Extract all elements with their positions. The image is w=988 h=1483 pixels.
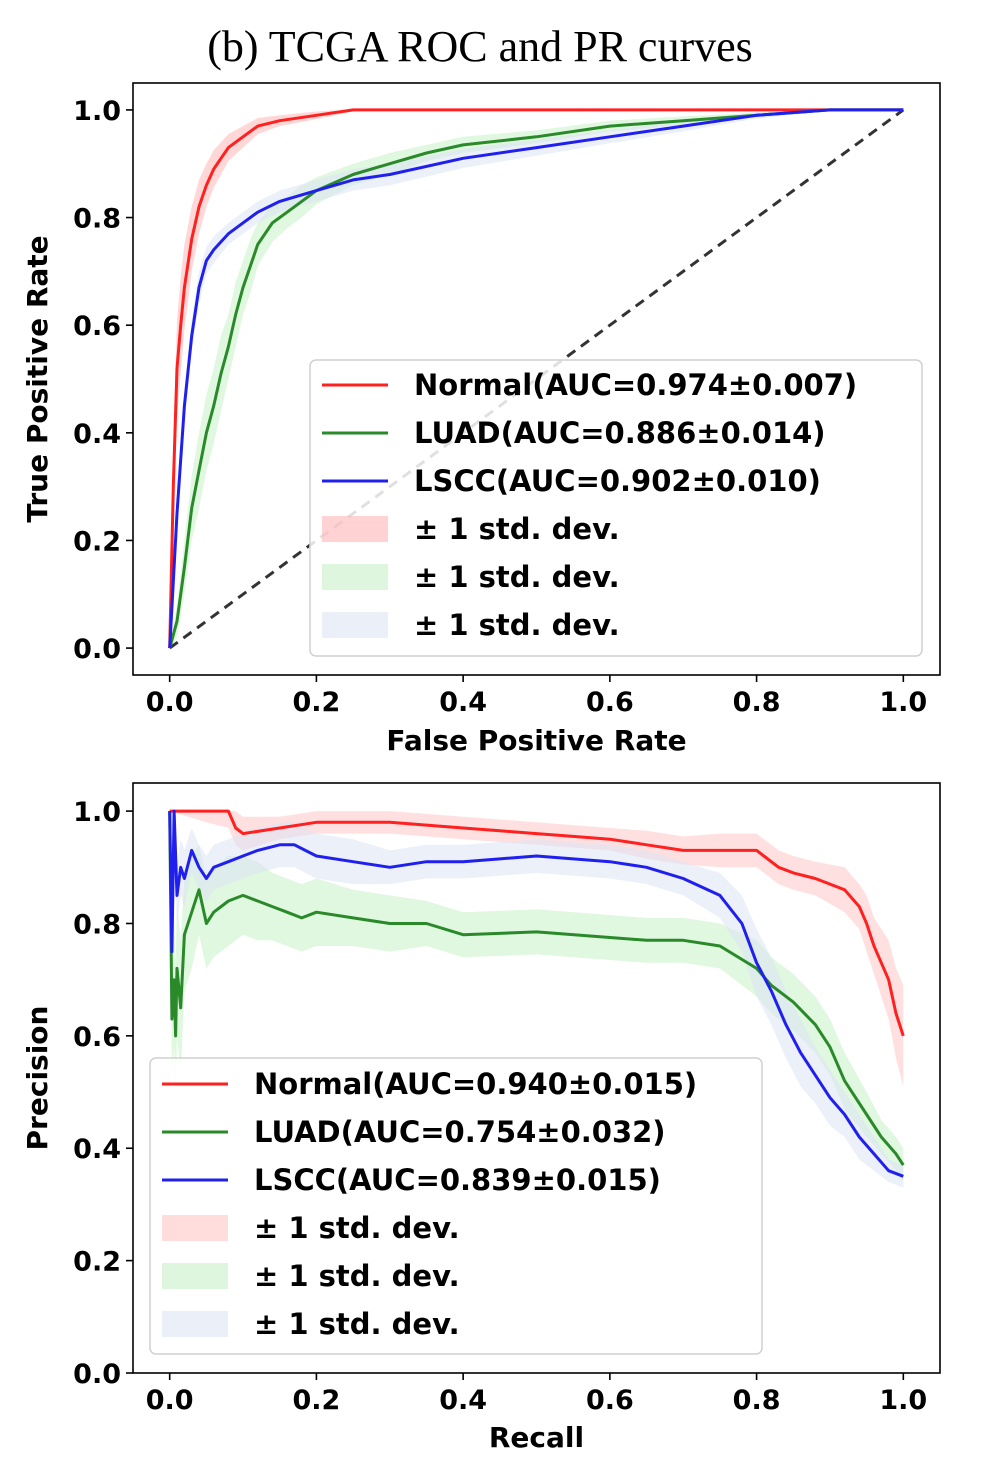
pr-panel-legend: Normal(AUC=0.940±0.015) LUAD(AUC=0.754±0.…	[149, 1057, 763, 1355]
pr-panel-series-line-0	[169, 809, 905, 1037]
roc-panel-x-axis-label: False Positive Rate	[386, 724, 686, 757]
roc-panel-legend-patch-0	[322, 516, 388, 542]
figure-title: (b) TCGA ROC and PR curves	[207, 22, 753, 71]
roc-panel-x-tick-label-0: 0.0	[146, 687, 194, 718]
roc-panel-series-line-2	[168, 108, 904, 649]
pr-panel-band-2	[169, 810, 904, 1188]
pr-panel-x-tick-label-2: 0.4	[439, 1385, 487, 1416]
pr-panel-x-axis-label: Recall	[489, 1421, 584, 1454]
pr-panel-x-tick-label-5: 1.0	[879, 1385, 927, 1416]
roc-panel-legend-patch-1	[322, 564, 388, 590]
roc-panel-y-tick-label-2: 0.4	[73, 419, 121, 450]
roc-panel-y-tick-label-0: 0.0	[73, 634, 121, 665]
roc-panel-legend-label-3: ± 1 std. dev.	[414, 512, 620, 546]
roc-panel-legend-box	[309, 359, 923, 657]
pr-panel-series-line-2	[168, 809, 904, 1178]
pr-panel-legend-label-4: ± 1 std. dev.	[254, 1259, 460, 1293]
roc-chart: 0.0 0.2 0.4 0.6 0.8 1.0 0.0 0.2 0.4 0.6 0.8 1.0 Fals…	[21, 82, 941, 757]
pr-panel-y-tick-label-3: 0.6	[73, 1022, 121, 1053]
pr-panel-legend-patch-2	[162, 1311, 228, 1337]
roc-panel-y-tick-label-5: 1.0	[73, 96, 121, 127]
pr-panel-y-tick-label-0: 0.0	[73, 1359, 121, 1390]
roc-panel-series-line-0	[168, 108, 904, 649]
roc-panel-y-tick-label-4: 0.8	[73, 204, 121, 235]
pr-panel-x-tick-label-0: 0.0	[146, 1385, 194, 1416]
roc-panel-legend-label-1: LUAD(AUC=0.886±0.014)	[414, 416, 826, 450]
roc-panel-legend-label-5: ± 1 std. dev.	[414, 608, 620, 642]
pr-chart: 0.0 0.2 0.4 0.6 0.8 1.0 0.0 0.2 0.4 0.6 0.8 1.0 Reca…	[21, 782, 941, 1454]
pr-panel-legend-label-5: ± 1 std. dev.	[254, 1307, 460, 1341]
roc-panel-legend-patch-2	[322, 612, 388, 638]
pr-panel-legend-label-1: LUAD(AUC=0.754±0.032)	[254, 1115, 666, 1149]
roc-panel-legend: Normal(AUC=0.974±0.007) LUAD(AUC=0.886±0.…	[309, 359, 923, 657]
pr-panel-legend-label-0: Normal(AUC=0.940±0.015)	[254, 1067, 697, 1101]
pr-panel-x-tick-label-3: 0.6	[586, 1385, 634, 1416]
roc-panel-x-tick-label-3: 0.6	[586, 687, 634, 718]
pr-panel-axes-frame	[132, 782, 941, 1374]
roc-panel-legend-label-4: ± 1 std. dev.	[414, 560, 620, 594]
roc-panel-x-tick-label-1: 0.2	[292, 687, 340, 718]
pr-panel-y-tick-label-5: 1.0	[73, 797, 121, 828]
roc-panel-y-axis-label: True Positive Rate	[21, 235, 54, 522]
roc-panel-y-tick-label-3: 0.6	[73, 311, 121, 342]
pr-panel-series-line-1	[168, 811, 905, 1166]
roc-panel-series-line-1	[168, 108, 904, 649]
pr-panel-band-1	[169, 811, 904, 1182]
pr-panel-legend-patch-0	[162, 1215, 228, 1241]
roc-panel-axes-frame	[132, 82, 941, 676]
pr-panel-x-tick-label-1: 0.2	[292, 1385, 340, 1416]
pr-panel-y-axis-label: Precision	[21, 1006, 54, 1151]
pr-panel-legend-patch-1	[162, 1263, 228, 1289]
pr-panel-legend-label-2: LSCC(AUC=0.839±0.015)	[254, 1163, 661, 1197]
roc-panel-legend-label-2: LSCC(AUC=0.902±0.010)	[414, 464, 821, 498]
pr-panel-x-tick-label-4: 0.8	[733, 1385, 781, 1416]
pr-panel-y-tick-label-1: 0.2	[73, 1247, 121, 1278]
pr-panel-legend-label-3: ± 1 std. dev.	[254, 1211, 460, 1245]
pr-panel-y-tick-label-2: 0.4	[73, 1134, 121, 1165]
roc-panel-x-tick-label-2: 0.4	[439, 687, 487, 718]
roc-panel-legend-label-0: Normal(AUC=0.974±0.007)	[414, 368, 857, 402]
roc-panel-y-tick-label-1: 0.2	[73, 526, 121, 557]
roc-panel-x-tick-label-5: 1.0	[879, 687, 927, 718]
roc-panel-x-tick-label-4: 0.8	[733, 687, 781, 718]
pr-panel-y-tick-label-4: 0.8	[73, 909, 121, 940]
pr-panel-legend-box	[149, 1057, 763, 1355]
